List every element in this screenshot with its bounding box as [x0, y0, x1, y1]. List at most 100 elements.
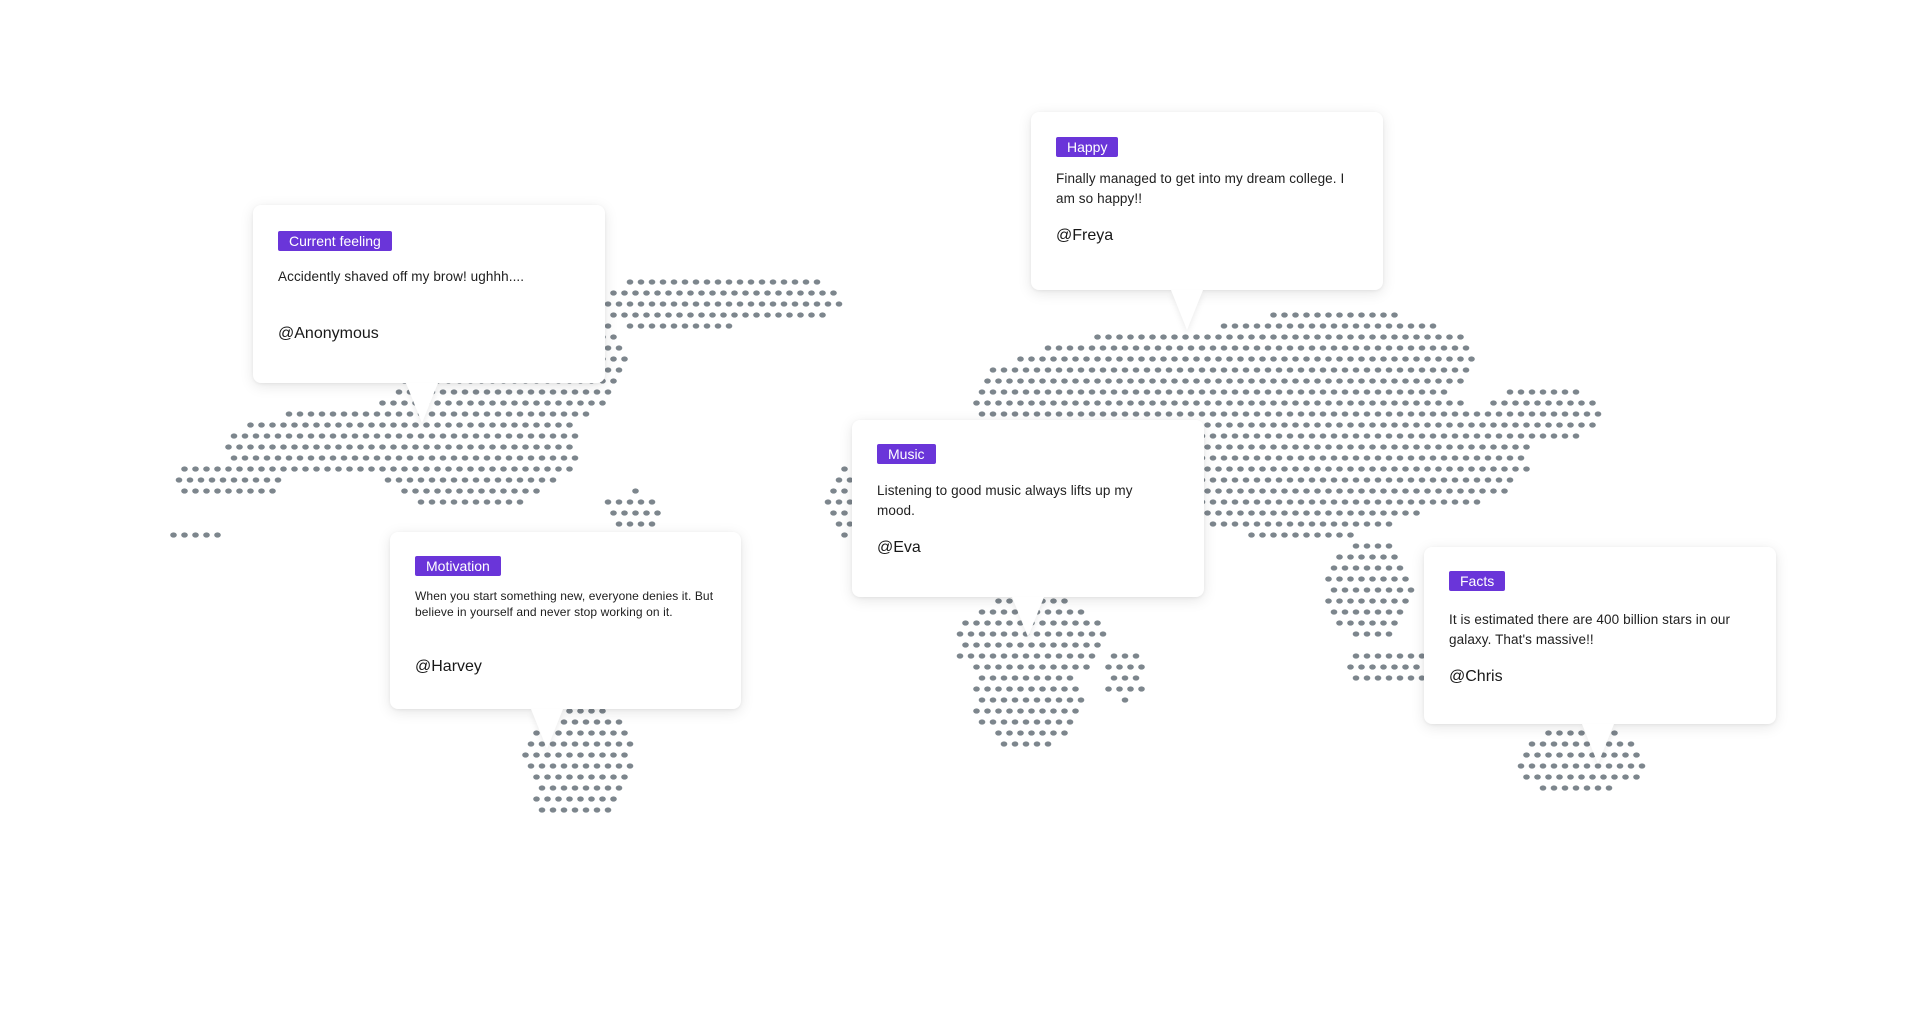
map-dot — [1182, 378, 1189, 384]
map-dot — [1121, 675, 1129, 681]
map-dot — [995, 400, 1002, 406]
map-dot — [1385, 587, 1393, 593]
post-card-happy[interactable]: Happy Finally managed to get into my dre… — [1031, 112, 1383, 330]
map-dot — [681, 323, 689, 329]
map-dot — [1286, 323, 1294, 329]
map-dot — [384, 411, 392, 417]
map-dot — [489, 444, 496, 450]
map-dot — [560, 807, 568, 813]
map-dot — [1242, 345, 1250, 351]
map-dot — [1517, 763, 1525, 769]
post-card-motivation[interactable]: Motivation When you start something new,… — [390, 532, 741, 749]
map-dot — [1083, 620, 1090, 626]
map-dot — [1374, 587, 1382, 593]
map-dot — [1352, 345, 1360, 351]
map-dot — [984, 378, 991, 384]
map-dot — [1033, 741, 1041, 747]
map-dot — [1132, 653, 1140, 659]
map-dot — [1325, 466, 1332, 472]
map-dot — [582, 411, 590, 417]
map-dot — [1391, 510, 1398, 516]
map-dot — [445, 422, 452, 428]
map-dot — [192, 488, 199, 494]
map-dot — [285, 411, 293, 417]
map-dot — [610, 796, 617, 802]
map-dot — [780, 279, 788, 285]
post-author[interactable]: @Harvey — [415, 658, 482, 675]
map-dot — [802, 279, 810, 285]
map-dot — [1248, 444, 1255, 450]
map-dot — [989, 697, 997, 703]
map-dot — [1347, 444, 1354, 450]
post-author[interactable]: @Freya — [1056, 227, 1114, 244]
map-dot — [1193, 334, 1200, 340]
map-dot — [1314, 444, 1321, 450]
map-dot — [1154, 367, 1162, 373]
map-dot — [566, 422, 573, 428]
map-dot — [1325, 488, 1332, 494]
map-dot — [1347, 554, 1354, 560]
map-dot — [615, 741, 623, 747]
map-dot — [467, 422, 474, 428]
post-card-music[interactable]: Music Listening to good music always lif… — [852, 420, 1204, 637]
map-dot — [1017, 730, 1024, 736]
map-dot — [1127, 334, 1134, 340]
map-dot — [1319, 389, 1327, 395]
map-dot — [296, 411, 304, 417]
map-dot — [1501, 400, 1508, 406]
map-dot — [1143, 367, 1151, 373]
map-dot — [1204, 356, 1211, 362]
map-dot — [247, 422, 254, 428]
map-dot — [1501, 444, 1508, 450]
map-dot — [1385, 455, 1393, 461]
map-dot — [555, 444, 562, 450]
map-dot — [1380, 554, 1387, 560]
post-author[interactable]: @Chris — [1449, 668, 1503, 685]
post-author[interactable]: @Anonymous — [278, 325, 379, 342]
map-dot — [571, 411, 579, 417]
map-dot — [1303, 466, 1310, 472]
post-author[interactable]: @Eva — [877, 539, 921, 556]
map-dot — [593, 807, 601, 813]
post-card-current-feeling[interactable]: Current feeling Accidently shaved off my… — [253, 205, 605, 423]
map-dot — [1061, 620, 1068, 626]
map-dot — [1462, 433, 1470, 439]
map-dot — [373, 433, 381, 439]
map-dot — [995, 708, 1002, 714]
map-dot — [1006, 598, 1013, 604]
map-dot — [1006, 730, 1013, 736]
map-dot — [1402, 510, 1409, 516]
map-dot — [1468, 422, 1475, 428]
map-dot — [1253, 389, 1261, 395]
map-dot — [989, 675, 997, 681]
map-dot — [676, 290, 683, 296]
map-dot — [1429, 345, 1437, 351]
map-dot — [670, 323, 678, 329]
map-dot — [533, 752, 540, 758]
map-dot — [1407, 389, 1415, 395]
map-dot — [1237, 400, 1244, 406]
map-dot — [1220, 367, 1228, 373]
map-dot — [346, 422, 353, 428]
map-dot — [395, 455, 403, 461]
post-message: Finally managed to get into my dream col… — [1056, 171, 1345, 206]
map-dot — [1270, 444, 1277, 450]
map-dot — [313, 422, 320, 428]
map-dot — [1297, 389, 1305, 395]
map-dot — [1033, 719, 1041, 725]
map-dot — [1325, 400, 1332, 406]
map-dot — [560, 763, 568, 769]
map-dot — [1391, 554, 1398, 560]
map-dot — [1347, 466, 1354, 472]
map-dot — [648, 323, 656, 329]
map-dot — [549, 763, 557, 769]
post-card-facts[interactable]: Facts It is estimated there are 400 bill… — [1424, 547, 1776, 764]
map-dot — [214, 488, 221, 494]
map-dot — [1380, 444, 1387, 450]
map-dot — [1099, 631, 1107, 637]
map-dot — [1352, 587, 1360, 593]
map-dot — [1473, 411, 1481, 417]
map-dot — [1418, 389, 1426, 395]
map-dot — [797, 290, 804, 296]
map-dot — [241, 477, 249, 483]
